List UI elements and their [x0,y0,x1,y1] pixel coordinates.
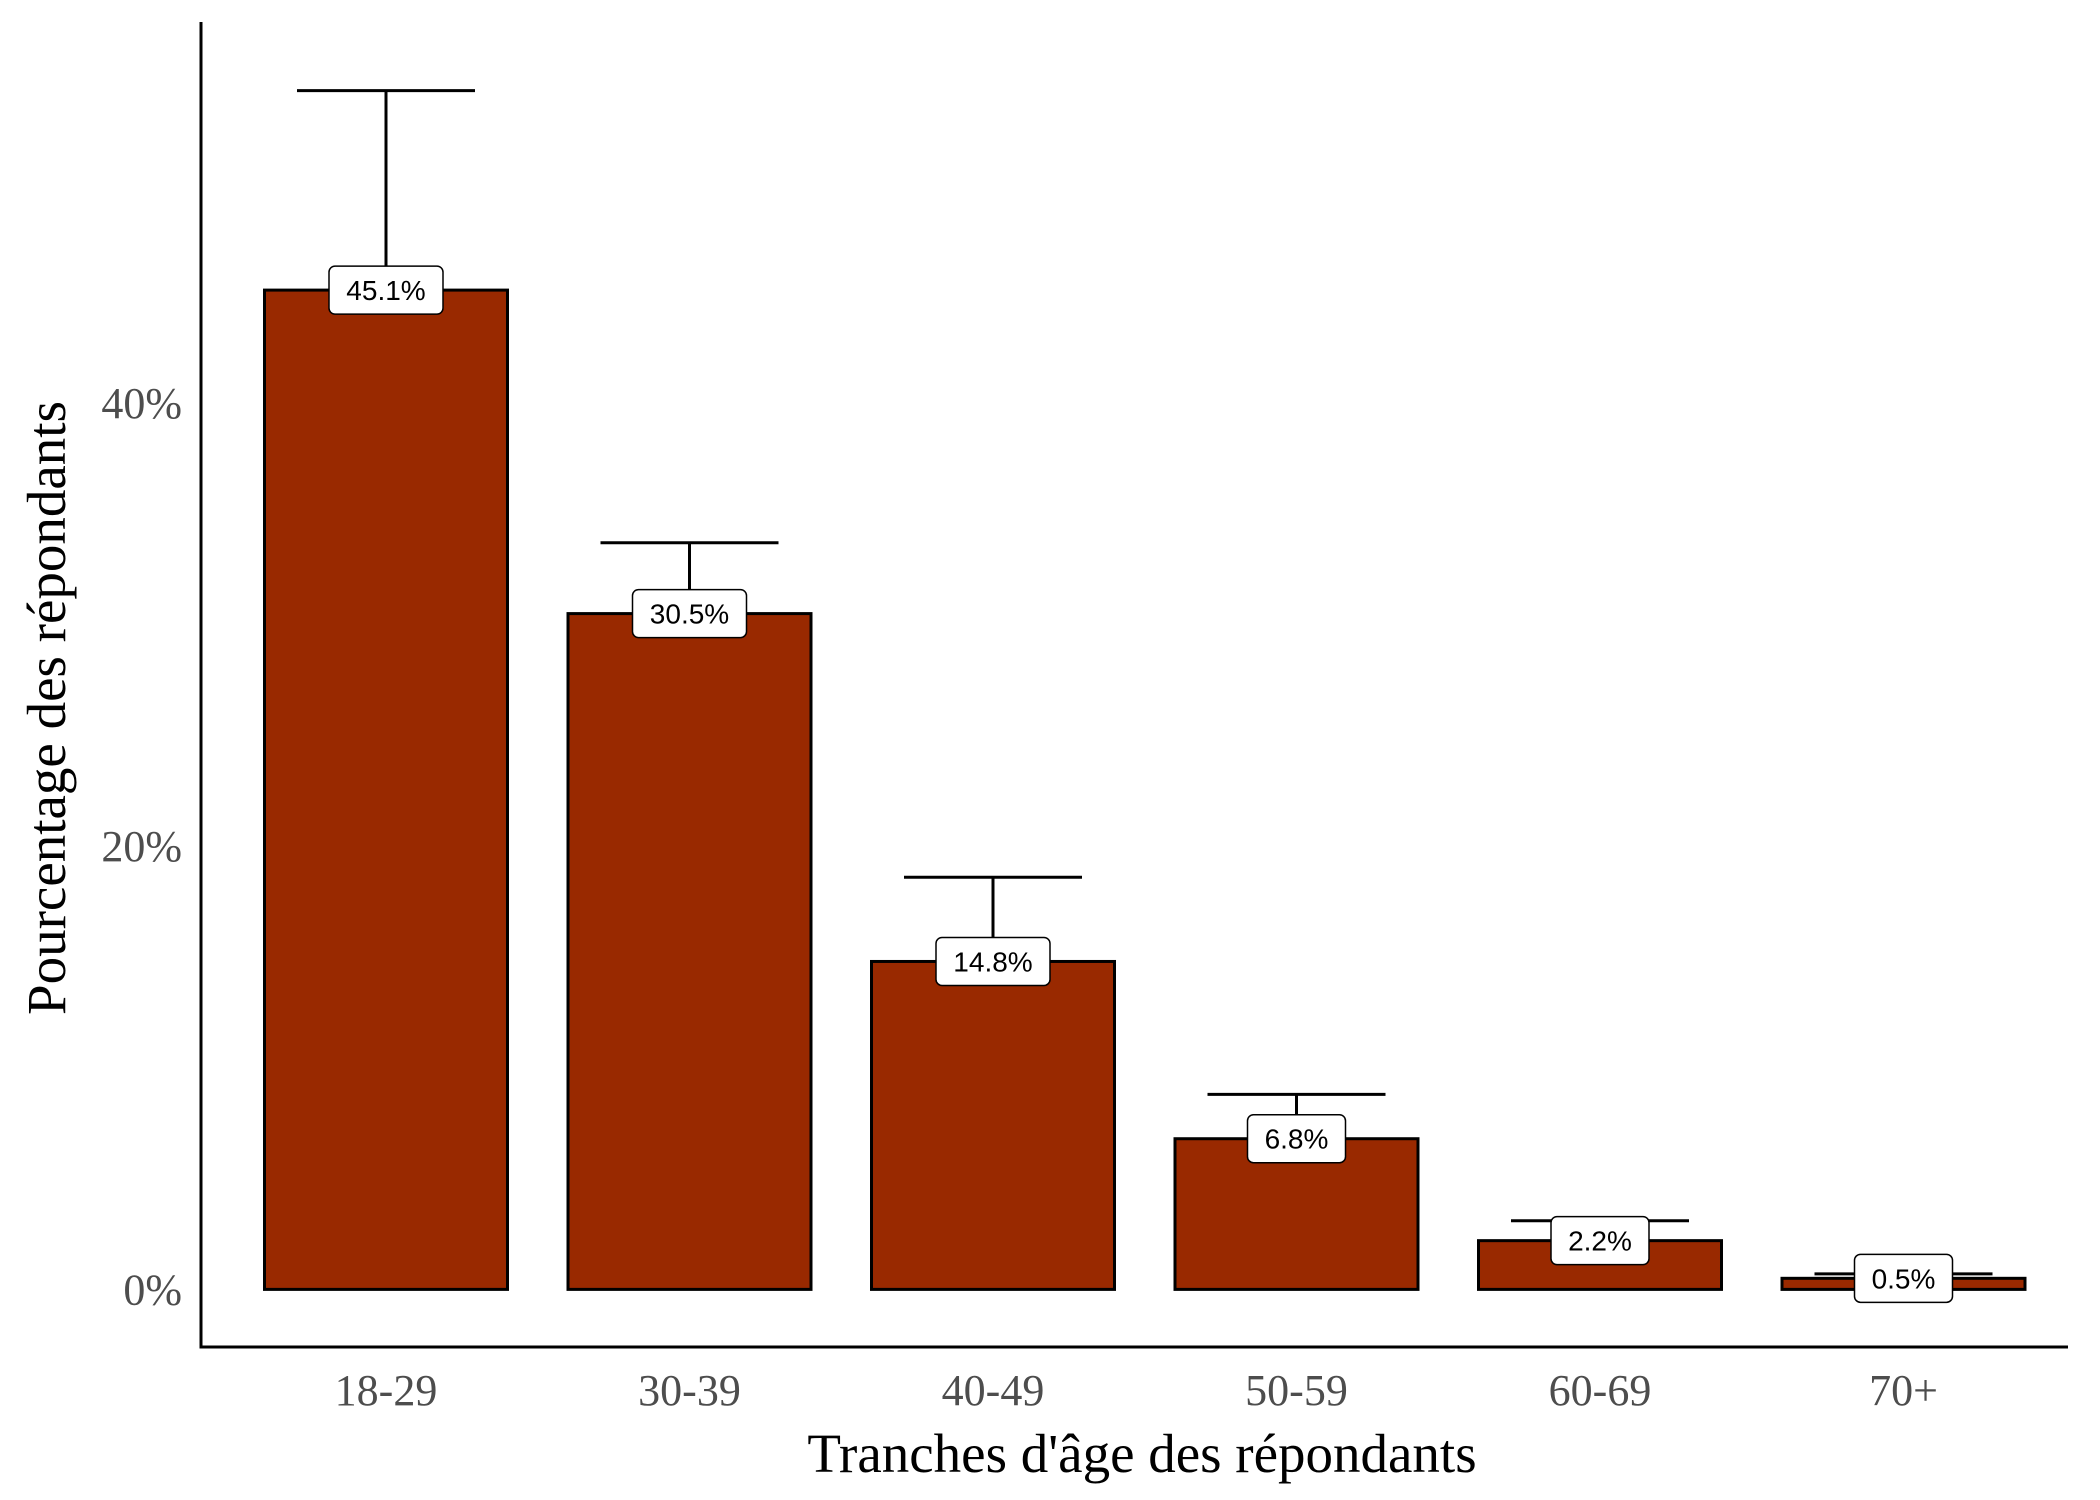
error-bars [297,89,1993,1279]
data-label-box [1853,1253,1954,1304]
y-axis-ticks: 0% 20% 40% [101,379,182,1314]
data-label-18-29: 45.1% [328,265,444,315]
x-tick-label: 18-29 [335,1366,438,1415]
data-label-text: 2.2% [1568,1226,1632,1257]
bar-18-29 [263,288,509,1291]
data-label-box [1246,1113,1347,1164]
data-label-30-39: 30.5% [631,588,748,639]
bar-30-39 [566,612,813,1291]
x-tick-label: 40-49 [942,1366,1045,1415]
data-label-50-59: 6.8% [1246,1113,1347,1164]
x-axis-ticks: 18-29 30-39 40-49 50-59 60-69 70+ [335,1366,1938,1415]
data-label-box [631,588,748,639]
data-label-box [935,936,1051,987]
error-bar-18-29 [297,89,475,291]
x-tick-label: 70+ [1869,1366,1938,1415]
y-axis-title: Pourcentage des répondants [16,401,77,1015]
data-label-60-69: 2.2% [1550,1215,1650,1266]
bar-50-59 [1173,1137,1420,1291]
y-tick-label: 20% [101,822,182,871]
x-tick-label: 60-69 [1549,1366,1652,1415]
data-label-box [328,265,444,315]
data-labels: 45.1% 30.5% 14.8% 6.8% 2.2% 0.5% [328,265,1954,1304]
data-label-box [1550,1215,1650,1266]
data-label-text: 14.8% [953,946,1032,977]
data-label-text: 45.1% [346,275,425,306]
x-axis-title: Tranches d'âge des répondants [807,1423,1476,1484]
data-label-text: 0.5% [1872,1263,1936,1294]
bars [263,288,2027,1291]
x-tick-label: 50-59 [1245,1366,1348,1415]
data-label-40-49: 14.8% [935,936,1051,987]
x-tick-label: 30-39 [638,1366,741,1415]
bar-40-49 [870,959,1116,1291]
data-label-text: 6.8% [1265,1124,1329,1155]
data-label-70+: 0.5% [1853,1253,1954,1304]
data-label-text: 30.5% [650,599,729,630]
y-tick-label: 40% [101,379,182,428]
y-tick-label: 0% [123,1265,182,1314]
